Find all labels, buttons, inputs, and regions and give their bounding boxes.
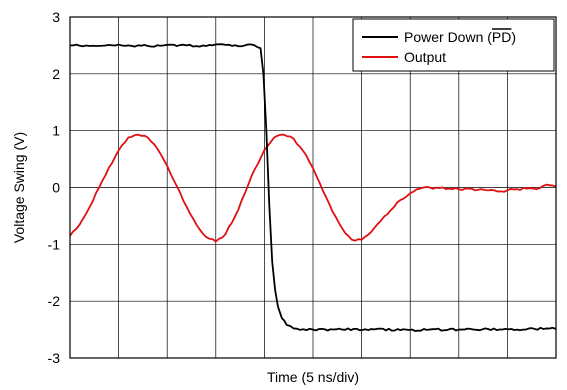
plot-border: [69, 16, 557, 359]
legend-label-power-down: Power Down (PD): [404, 29, 516, 45]
legend-box: [352, 18, 555, 72]
legend-label-output: Output: [404, 49, 446, 65]
y-tick-label: 1: [52, 123, 60, 139]
y-axis-ticks: 3 2 1 0 -1 -2 -3: [48, 9, 61, 366]
legend: Power Down (PD) Output: [352, 18, 555, 72]
y-tick-label: -3: [48, 350, 61, 366]
grid: [70, 17, 556, 358]
y-tick-label: -1: [48, 236, 61, 252]
y-tick-label: 3: [52, 9, 60, 25]
legend-pd-prefix: Power Down (: [404, 29, 492, 45]
series-layer: [69, 43, 557, 332]
x-axis-label: Time (5 ns/div): [267, 369, 359, 385]
y-axis-label: Voltage Swing (V): [11, 132, 27, 243]
series-line-output: [69, 133, 557, 243]
y-tick-label: -2: [48, 293, 61, 309]
series-line-power-down: [69, 43, 557, 332]
y-tick-label: 0: [52, 180, 60, 196]
y-tick-label: 2: [52, 66, 60, 82]
legend-pd-suffix: ): [511, 29, 516, 45]
legend-pd-overbar-text: PD: [492, 29, 511, 45]
